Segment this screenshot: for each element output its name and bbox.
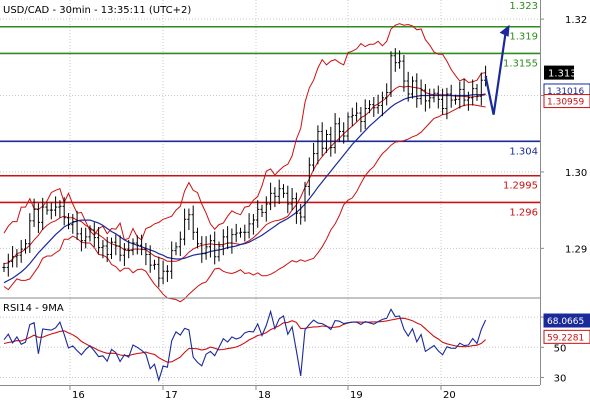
bollinger-lower-line	[3, 104, 486, 303]
bollinger-bands	[3, 23, 486, 303]
moving-average-line	[3, 93, 486, 284]
level-label: 1.2995	[503, 181, 538, 192]
indicator-label: 1.30959	[547, 98, 584, 108]
x-tick-label: 16	[72, 390, 85, 400]
x-tick-label: 20	[443, 390, 456, 400]
rsi-value-label: 59.2281	[547, 333, 584, 343]
level-label: 1.3155	[503, 58, 538, 69]
level-label: 1.296	[509, 207, 538, 218]
x-tick-label: 18	[258, 390, 271, 400]
level-label: 1.323	[509, 1, 538, 12]
x-axis: 16 17 18 19 20	[69, 385, 456, 400]
projection-path	[484, 32, 507, 115]
indicator-label: 1.31016	[547, 87, 584, 97]
rsi-value-label: 68.0665	[547, 317, 584, 327]
current-price-label: 1.313	[548, 69, 577, 80]
rsi-line	[3, 308, 487, 383]
rsi-value-flag	[543, 329, 590, 344]
rsi-ma-line	[3, 317, 486, 363]
level-label: 1.304	[509, 146, 538, 157]
price-y-tick-label: 1.32	[565, 15, 587, 26]
current-price-flag	[544, 65, 574, 80]
rsi-y-tick-label: 50	[554, 343, 567, 354]
rsi-lines	[3, 308, 487, 383]
rsi-y-tick-label: 30	[554, 373, 567, 384]
price-panel: 1.323 1.319 1.3155 1.304 1.2995 1.296 USD/CAD…	[0, 0, 590, 303]
price-projection	[484, 24, 510, 115]
price-chart-title: USD/CAD - 30min - 13:35:11 (UTC+2)	[3, 5, 191, 16]
bollinger-upper-line	[3, 23, 486, 241]
projection-arrowhead	[499, 24, 510, 37]
bollinger-middle-line	[3, 85, 486, 265]
rsi-chart-title: RSI14 - 9MA	[3, 303, 64, 314]
x-tick-label: 19	[350, 390, 363, 400]
x-tick-label: 17	[165, 390, 178, 400]
rsi-value-flags: 68.0665 59.2281	[543, 313, 590, 344]
price-bars	[2, 48, 488, 288]
level-label: 1.319	[509, 32, 538, 43]
price-y-tick-label: 1.29	[565, 244, 587, 255]
price-y-tick-label: 1.30	[565, 168, 587, 179]
rsi-value-flag	[543, 313, 590, 328]
price-levels: 1.323 1.319 1.3155 1.304 1.2995 1.296	[0, 1, 540, 218]
indicator-flag	[543, 94, 590, 109]
